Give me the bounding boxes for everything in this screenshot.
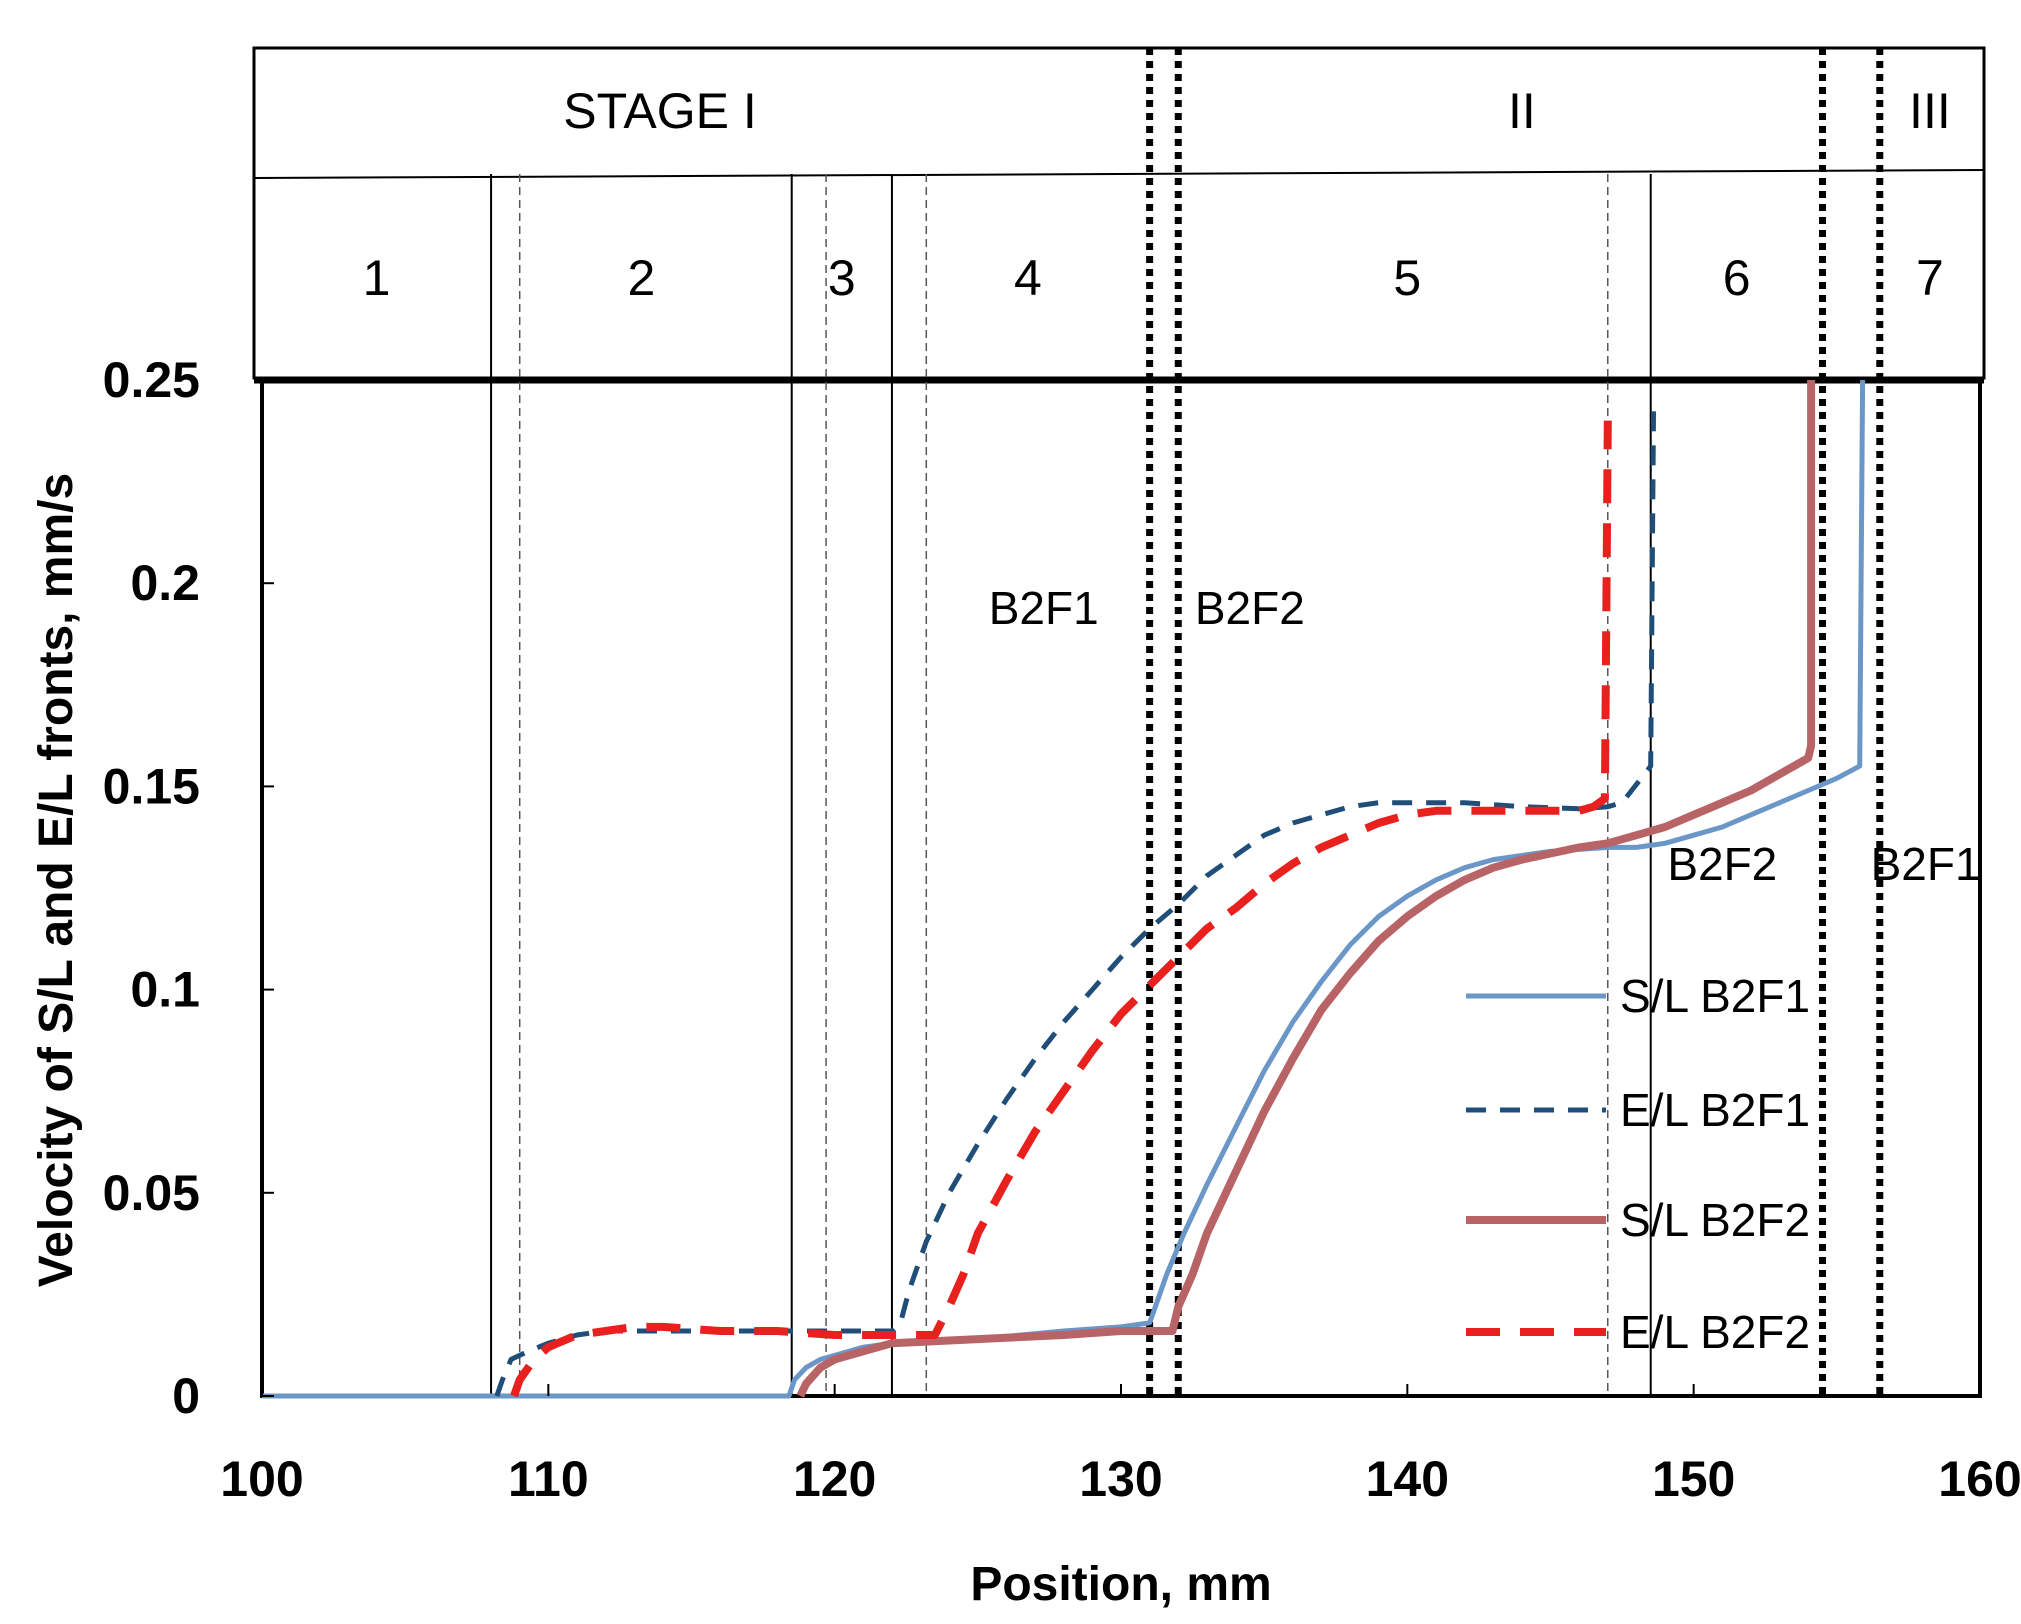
zone-labels: 1 2 3 4 5 6 7 — [363, 250, 1944, 306]
x-tick-label: 140 — [1366, 1451, 1449, 1507]
annotations: B2F1 B2F2 B2F2 B2F1 — [989, 582, 1981, 890]
annotation-label: B2F2 — [1195, 582, 1305, 634]
y-tick-label: 0.1 — [130, 962, 200, 1018]
zone-label: 7 — [1916, 250, 1944, 306]
stage-label: II — [1508, 83, 1536, 139]
annotation-label: B2F1 — [1871, 838, 1981, 890]
x-tick-label: 110 — [508, 1451, 589, 1507]
x-axis-ticks: 100 110 120 130 140 150 160 — [220, 1384, 2021, 1507]
legend-label: E/L B2F2 — [1620, 1306, 1810, 1358]
series-line-s-l-b2f2 — [796, 380, 1816, 1398]
legend: S/L B2F1 E/L B2F1 S/L B2F2 E/L B2F2 — [1466, 970, 1810, 1358]
y-tick-label: 0.2 — [130, 555, 200, 611]
zone-label: 4 — [1014, 250, 1042, 306]
annotation-label: B2F1 — [989, 582, 1099, 634]
x-tick-label: 120 — [793, 1451, 876, 1507]
y-tick-label: 0.05 — [103, 1165, 200, 1221]
zone-label: 3 — [828, 250, 856, 306]
y-tick-label: 0.25 — [103, 352, 200, 408]
stage-labels: STAGE I II III — [563, 83, 1951, 139]
y-tick-label: 0 — [172, 1368, 200, 1424]
x-tick-label: 160 — [1938, 1451, 2021, 1507]
zone-label: 1 — [363, 250, 391, 306]
annotation-label: B2F2 — [1667, 838, 1777, 890]
y-axis-title: Velocity of S/L and E/L fronts, mm/s — [30, 473, 83, 1287]
x-tick-label: 130 — [1079, 1451, 1162, 1507]
zone-label: 6 — [1723, 250, 1751, 306]
x-tick-label: 150 — [1652, 1451, 1735, 1507]
y-axis-ticks: 0 0.05 0.1 0.15 0.2 0.25 — [103, 352, 274, 1424]
legend-label: E/L B2F1 — [1620, 1084, 1810, 1136]
legend-label: S/L B2F2 — [1620, 1194, 1810, 1246]
series-line-e-l-b2f1 — [494, 400, 1657, 1397]
stage-label: STAGE I — [563, 83, 757, 139]
zone-boundaries — [490, 48, 1884, 1396]
x-tick-label: 100 — [220, 1451, 303, 1507]
y-tick-label: 0.15 — [103, 758, 200, 814]
zone-label: 5 — [1393, 250, 1421, 306]
stage-label: III — [1909, 83, 1951, 139]
zone-label: 2 — [627, 250, 655, 306]
x-axis-title: Position, mm — [970, 1558, 1271, 1611]
series-lines — [262, 379, 1866, 1399]
header-frame — [252, 46, 1986, 380]
series-line-e-l-b2f2 — [510, 420, 1612, 1398]
stage-zone-divider — [253, 169, 1985, 179]
legend-label: S/L B2F1 — [1620, 970, 1810, 1022]
